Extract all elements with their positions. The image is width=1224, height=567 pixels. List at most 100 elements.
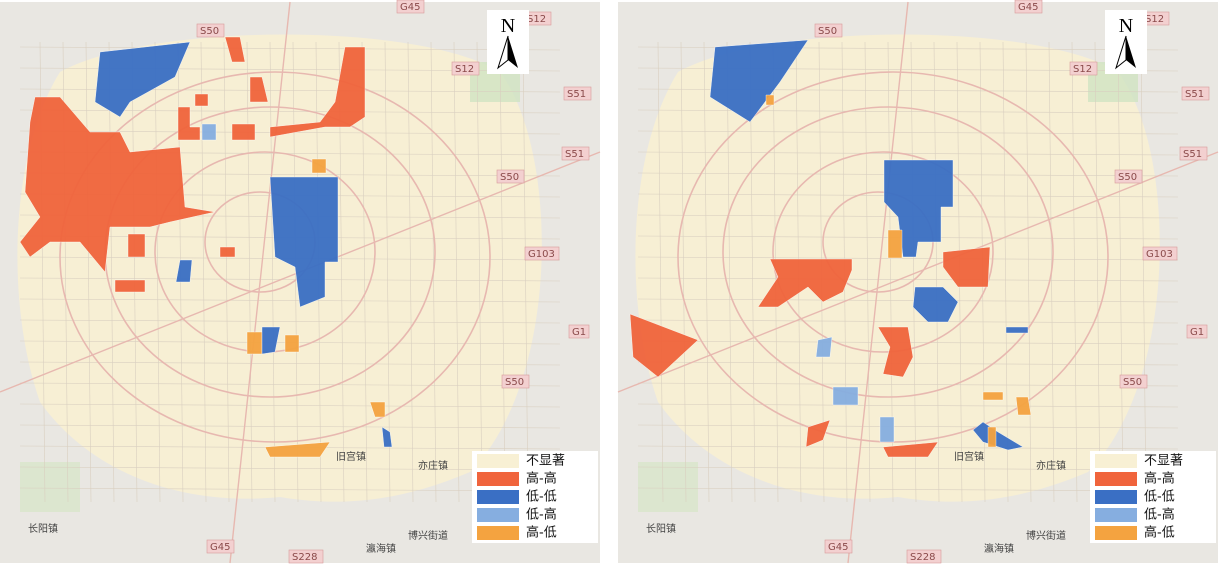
cluster-ll [381, 426, 393, 448]
street [637, 298, 1179, 303]
legend-label: 不显著 [1144, 454, 1183, 469]
street [384, 41, 391, 503]
street [522, 41, 529, 503]
legend-swatch [1095, 490, 1137, 504]
cluster-hh [19, 96, 216, 273]
street [19, 424, 561, 429]
road-shield [824, 539, 853, 554]
cluster-lh [832, 386, 859, 406]
street [19, 487, 561, 492]
road-shield [501, 374, 530, 389]
street [637, 130, 1179, 135]
road-shield [496, 169, 525, 184]
legend-swatch [1095, 508, 1137, 522]
street [269, 41, 276, 503]
road-label: G103 [1146, 249, 1173, 260]
cluster-hh [127, 233, 146, 258]
street [637, 382, 1179, 387]
street [19, 46, 561, 51]
street [637, 151, 1179, 156]
cluster-hl [246, 331, 263, 355]
street [499, 41, 506, 503]
cluster-hh [194, 93, 209, 107]
road-label: S228 [910, 552, 935, 563]
legend-label: 低-低 [1144, 490, 1175, 505]
town-label: 亦庄镇 [418, 459, 448, 472]
cluster-ll [94, 41, 191, 118]
street [637, 424, 1179, 429]
street [19, 382, 561, 387]
street [637, 466, 1179, 471]
highway [847, 1, 909, 564]
road-shield [524, 246, 560, 261]
street [637, 256, 1179, 261]
cluster-lh [879, 416, 895, 443]
road-label: G45 [400, 2, 420, 13]
road-label: S228 [292, 552, 317, 563]
cluster-hh [249, 76, 269, 103]
street [637, 319, 1179, 324]
cluster-ll [972, 421, 1024, 451]
cluster-hl [765, 94, 775, 106]
road-shield [1179, 146, 1208, 161]
north-arrow [508, 36, 518, 68]
road-label: S12 [1073, 64, 1092, 75]
street [637, 487, 1179, 492]
road-label: G45 [1018, 2, 1038, 13]
cluster-hh [882, 441, 939, 458]
highway [229, 1, 291, 564]
street [1094, 41, 1101, 503]
ring-road [722, 106, 1054, 398]
ring-road [772, 151, 994, 353]
town-label: 旧宫镇 [336, 450, 366, 463]
road-label: S51 [567, 89, 586, 100]
street [910, 41, 917, 503]
highway [617, 151, 1219, 393]
town-label: 博兴街道 [1026, 529, 1066, 542]
street [19, 319, 561, 324]
cluster-hl [264, 441, 331, 458]
road-shield [906, 549, 942, 564]
street [1140, 41, 1147, 503]
north-label: N [1119, 15, 1133, 37]
cluster-hl [311, 158, 327, 174]
street [200, 41, 207, 503]
road-shield [568, 324, 590, 339]
cluster-hh [114, 279, 146, 293]
road-shield [451, 61, 480, 76]
street [637, 403, 1179, 408]
street [1071, 41, 1078, 503]
map-panel: G45 S12 S50 S12 S51 S51 S50 G103 G1 S50 G45 S228 长阳镇… [617, 0, 1219, 564]
street [19, 466, 561, 471]
legend-swatch [477, 508, 519, 522]
road-shield [1014, 0, 1043, 14]
street [933, 41, 940, 503]
road-shield [563, 86, 592, 101]
road-shield [561, 146, 590, 161]
cluster-lh [815, 336, 833, 358]
road-label: S51 [565, 149, 584, 160]
road-label: S50 [505, 377, 524, 388]
cluster-hh [757, 258, 853, 308]
road-label: S50 [500, 172, 519, 183]
legend-label: 低-低 [526, 490, 557, 505]
road-label: G1 [1190, 327, 1204, 338]
legend-swatch [1095, 454, 1137, 468]
street [19, 298, 561, 303]
street [476, 41, 483, 503]
street [1117, 41, 1124, 503]
road-shield [288, 549, 324, 564]
road-shield [814, 23, 843, 38]
legend-label: 低-高 [526, 507, 557, 523]
road-label: G45 [828, 542, 848, 553]
cluster-hl [987, 426, 997, 448]
map-panel: G45 S12 S50 S12 S51 S51 S50 G103 G1 S50 G45 S228 长阳镇… [0, 0, 601, 564]
road-shield [1119, 374, 1148, 389]
cluster-hh [231, 123, 256, 141]
legend-label: 高-低 [526, 525, 557, 541]
cluster-ll [709, 39, 809, 123]
cluster-ll [912, 286, 959, 323]
road-shield [396, 0, 425, 14]
street [864, 41, 871, 503]
